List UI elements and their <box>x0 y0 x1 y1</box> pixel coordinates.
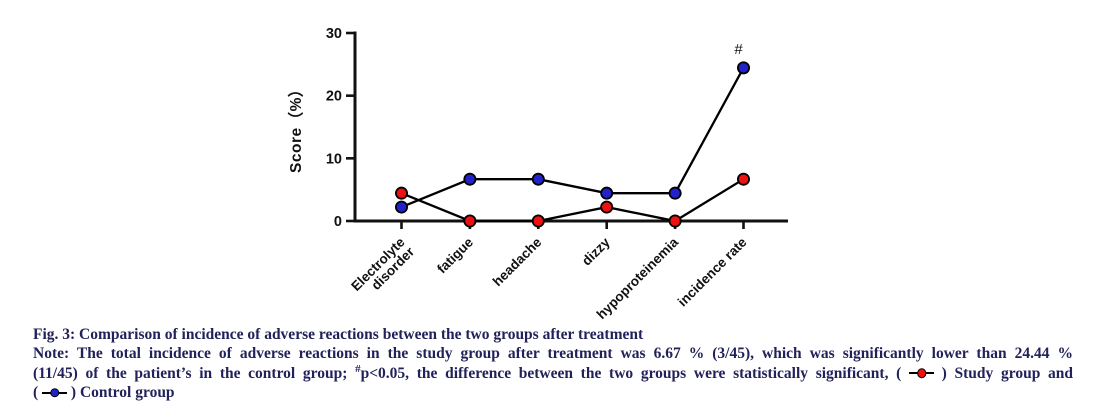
figure-title: Fig. 3: Comparison of incidence of adver… <box>33 326 644 343</box>
note-line-3: ( ) Control group <box>33 383 1073 402</box>
x-category-label: fatigue <box>434 234 476 276</box>
data-point-study-group-1 <box>463 214 477 228</box>
data-point-control-group-1 <box>463 172 477 186</box>
x-category-label: dizzy <box>579 234 613 268</box>
data-point-study-group-3 <box>600 200 614 214</box>
study-group-dot-icon <box>916 368 927 379</box>
figure-caption: Fig. 3: Comparison of incidence of adver… <box>33 325 1073 403</box>
y-axis-title: Score（%） <box>287 81 305 173</box>
note-line-1: Note: The total incidence of adverse rea… <box>33 345 1073 363</box>
x-category-label: incidence rate <box>675 234 750 309</box>
significance-annotation: # <box>734 41 743 58</box>
y-tick-label: 20 <box>326 89 342 105</box>
note-text: ) Study group and <box>934 364 1074 382</box>
x-category-label: headache <box>490 234 545 289</box>
x-category-label: Electrolytedisorder <box>348 234 417 303</box>
data-point-control-group-0 <box>394 200 408 214</box>
data-point-study-group-0 <box>394 186 408 200</box>
study-group-legend-icon <box>909 368 934 379</box>
note-line-2: (11/45) of the patient’s in the control … <box>33 362 1074 383</box>
data-point-control-group-5 <box>737 61 751 75</box>
y-tick-label: 0 <box>334 214 342 230</box>
data-point-study-group-2 <box>531 214 545 228</box>
data-point-control-group-3 <box>600 186 614 200</box>
data-point-control-group-4 <box>668 186 682 200</box>
significance-marker: # <box>355 362 361 375</box>
data-point-study-group-5 <box>737 172 751 186</box>
control-group-legend-icon <box>42 387 68 398</box>
data-point-control-group-2 <box>531 172 545 186</box>
note-text: ( <box>33 384 43 402</box>
note-text: p<0.05, the difference between the two g… <box>360 364 909 382</box>
control-group-dot-icon <box>49 387 60 398</box>
note-text: (11/45) of the patient’s in the control … <box>33 364 356 382</box>
adverse-reactions-line-chart: 0 10 20 30 Score（%） Electrolytedisorder fatigu… <box>287 26 788 322</box>
series-line-0 <box>401 178 745 223</box>
note-text: ) Control group <box>67 384 175 402</box>
y-tick-label: 10 <box>326 151 342 167</box>
data-point-study-group-4 <box>668 214 682 228</box>
y-tick-label: 30 <box>326 26 342 42</box>
series-line-1 <box>401 67 745 209</box>
